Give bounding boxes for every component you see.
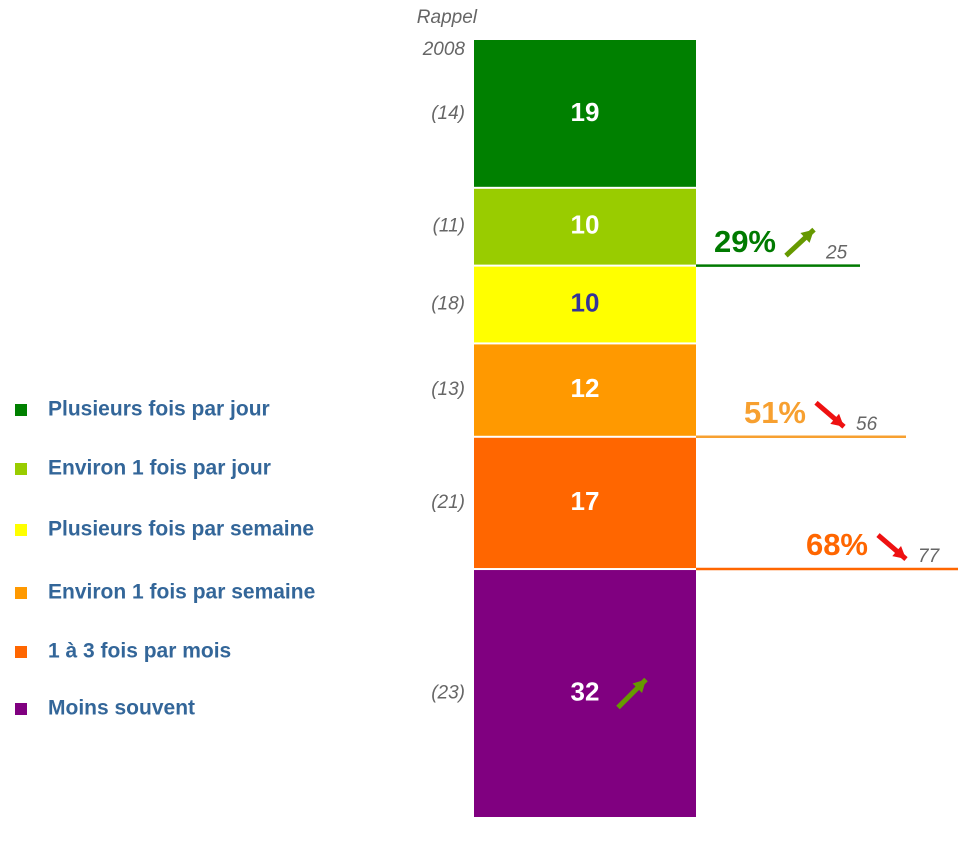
trend-arrow-head [830,413,844,427]
legend-label: Environ 1 fois par jour [48,457,271,480]
legend-swatch [15,524,27,536]
cumulative-label: 51% [744,395,806,430]
recall-label: (21) [431,492,465,513]
bar-segment [474,344,696,436]
trend-arrow-head [800,229,814,243]
bar-segment [474,570,696,817]
recall-title: 2008 [422,39,466,60]
previous-value: 77 [918,546,941,567]
legend-swatch [15,463,27,475]
previous-value: 25 [825,243,848,264]
legend-swatch [15,703,27,715]
value-label: 10 [571,210,600,240]
value-label: 17 [571,486,600,516]
trend-arrow-head [892,545,906,560]
legend-label: Moins souvent [48,697,195,720]
cumulative-label: 29% [714,224,776,259]
value-label: 32 [571,676,600,706]
recall-label: (23) [431,683,465,704]
bar-segment [474,437,696,569]
legend-label: 1 à 3 fois par mois [48,640,231,663]
recall-label: (13) [431,379,465,400]
value-label: 12 [571,373,600,403]
value-label: 19 [571,97,600,127]
cumulative-label: 68% [806,527,868,562]
legend-swatch [15,404,27,416]
trend-arrow-head [632,679,646,693]
value-label: 10 [571,287,600,317]
recall-label: (11) [433,216,465,237]
legend-label: Environ 1 fois par semaine [48,581,315,604]
recall-title: Rappel [417,7,478,28]
legend-swatch [15,587,27,599]
legend-swatch [15,646,27,658]
legend-label: Plusieurs fois par semaine [48,518,314,541]
bar-segment [474,188,696,265]
previous-value: 56 [856,414,878,435]
bar-segment [474,40,696,187]
bar-segment [474,266,696,343]
legend-label: Plusieurs fois par jour [48,398,270,421]
recall-label: (18) [431,294,465,315]
recall-label: (14) [431,103,465,124]
